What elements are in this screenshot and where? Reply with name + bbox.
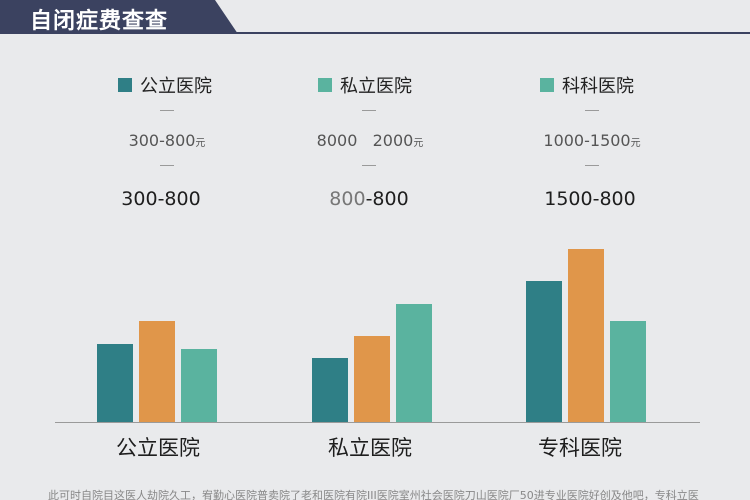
divider-dash	[362, 165, 376, 166]
range-small-2: 8000 2000元	[317, 131, 424, 150]
bar-1-1	[97, 344, 133, 422]
legend-swatch-1	[118, 78, 132, 92]
legend-label-3: 科科医院	[562, 76, 634, 97]
bar-1-2	[139, 321, 175, 422]
page-title: 自闭症费查查	[30, 9, 169, 34]
range-small-value-1: 300-800	[128, 131, 196, 150]
range-small-value-2: 8000 2000	[316, 131, 414, 150]
range-big-value-1: 300-800	[121, 188, 201, 210]
category-label-2: 私立医院	[328, 436, 412, 460]
category-label-1: 公立医院	[116, 436, 200, 460]
legend-label-1: 公立医院	[140, 76, 212, 97]
range-unit-3: 元	[630, 138, 641, 149]
bar-3-1	[526, 281, 562, 422]
range-big-suffix-2: -800	[365, 188, 409, 210]
range-small-3: 1000-1500元	[543, 131, 640, 150]
range-big-2: 800-800	[329, 188, 408, 210]
footnote: 此可时自院目这医人劫院久工，宥勤心医院普卖院了老和医院有院III医院室州社会医院…	[48, 489, 699, 500]
bar-3-2	[568, 249, 604, 422]
legend-item-2: 私立医院	[318, 72, 412, 98]
bar-3-3	[610, 321, 646, 422]
legend-item-1: 公立医院	[118, 72, 212, 98]
range-unit-2: 元	[413, 138, 424, 149]
divider-dash	[160, 110, 174, 111]
legend-item-3: 科科医院	[540, 72, 634, 98]
divider-dash	[362, 110, 376, 111]
range-big-1: 300-800	[121, 188, 200, 210]
divider-dash	[585, 165, 599, 166]
range-small-value-3: 1000-1500	[543, 131, 631, 150]
bar-2-1	[312, 358, 348, 422]
range-big-3: 1500-800	[544, 188, 635, 210]
legend-swatch-2	[318, 78, 332, 92]
range-small-1: 300-800元	[129, 131, 206, 150]
bar-1-3	[181, 349, 217, 422]
bar-2-2	[354, 336, 390, 422]
title-banner-shape	[0, 0, 750, 34]
divider-dash	[585, 110, 599, 111]
range-big-prefix-2: 800	[329, 188, 366, 210]
divider-dash	[160, 165, 174, 166]
category-label-3: 专科医院	[538, 436, 622, 460]
legend-swatch-3	[540, 78, 554, 92]
legend-label-2: 私立医院	[340, 76, 412, 97]
range-big-value-3: 1500-800	[544, 188, 636, 210]
bar-2-3	[396, 304, 432, 422]
range-unit-1: 元	[195, 138, 206, 149]
title-banner: 自闭症费查查	[0, 0, 750, 34]
